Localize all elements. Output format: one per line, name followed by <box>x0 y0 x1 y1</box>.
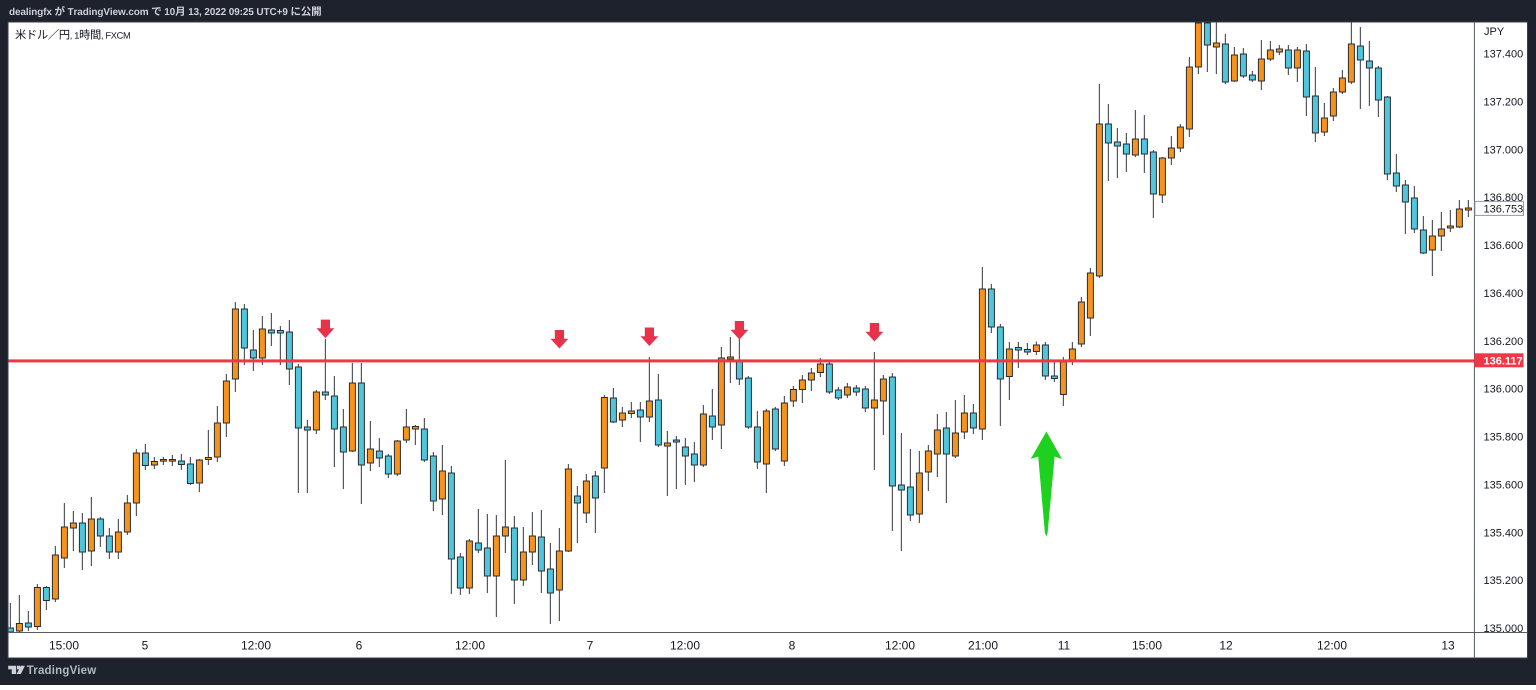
svg-text:12:00: 12:00 <box>455 639 485 653</box>
svg-text:135.000: 135.000 <box>1484 623 1524 635</box>
svg-text:137.200: 137.200 <box>1484 97 1524 109</box>
svg-text:TradingView: TradingView <box>27 665 97 677</box>
svg-text:135.600: 135.600 <box>1484 479 1524 491</box>
svg-text:136.117: 136.117 <box>1484 355 1523 367</box>
svg-text:12:00: 12:00 <box>241 639 271 653</box>
svg-text:6: 6 <box>356 639 363 653</box>
svg-text:12:00: 12:00 <box>885 639 915 653</box>
svg-text:JPY: JPY <box>1484 26 1505 38</box>
svg-text:5: 5 <box>142 639 149 653</box>
svg-text:135.200: 135.200 <box>1484 575 1524 587</box>
svg-text:137.400: 137.400 <box>1484 49 1524 61</box>
svg-text:136.000: 136.000 <box>1484 384 1524 396</box>
svg-text:136.800: 136.800 <box>1484 192 1524 204</box>
svg-text:12:00: 12:00 <box>670 639 700 653</box>
svg-text:135.400: 135.400 <box>1484 527 1524 539</box>
svg-text:136.753: 136.753 <box>1484 203 1524 215</box>
svg-text:136.600: 136.600 <box>1484 240 1524 252</box>
svg-text:15:00: 15:00 <box>49 639 79 653</box>
svg-text:137.000: 137.000 <box>1484 144 1524 156</box>
svg-text:21:00: 21:00 <box>968 639 998 653</box>
svg-text:136.400: 136.400 <box>1484 288 1524 300</box>
svg-text:12:00: 12:00 <box>1317 639 1347 653</box>
svg-text:135.800: 135.800 <box>1484 432 1524 444</box>
svg-text:13: 13 <box>1441 639 1455 653</box>
svg-text:136.200: 136.200 <box>1484 336 1524 348</box>
svg-text:12: 12 <box>1219 639 1233 653</box>
svg-text:15:00: 15:00 <box>1132 639 1162 653</box>
svg-text:11: 11 <box>1058 639 1071 653</box>
svg-text:8: 8 <box>789 639 796 653</box>
svg-text:7: 7 <box>587 639 594 653</box>
